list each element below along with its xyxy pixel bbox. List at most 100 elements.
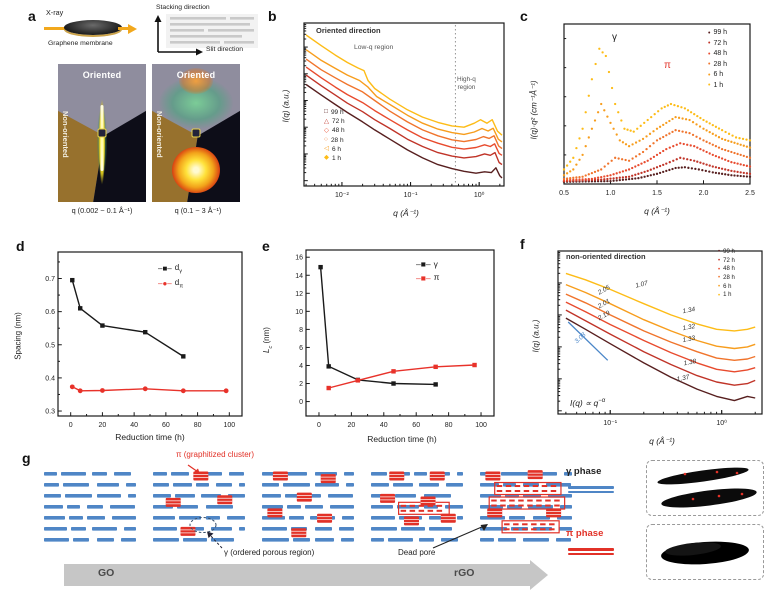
svg-text:1.0: 1.0 — [606, 190, 616, 197]
panel-f-legend: • 99 h • 72 h • 48 h • 28 h • 6 h • 1 h — [718, 248, 735, 300]
svg-text:2.5: 2.5 — [745, 190, 755, 197]
panel-b-ylabel: I(q) (a.u.) — [281, 89, 291, 123]
pi-cluster-icon — [272, 471, 288, 481]
legend-item-6h: • 6 h — [718, 283, 735, 292]
legend-item-99h: □ 99 h — [324, 108, 345, 117]
legend-item-6h: ◁ 6 h — [324, 145, 345, 154]
svg-text:0.4: 0.4 — [45, 375, 55, 382]
go-stack-1 — [44, 472, 136, 542]
svg-text:14: 14 — [295, 273, 303, 280]
series-d-gamma — [70, 277, 186, 359]
panel-c-legend: • 99 h • 72 h • 48 h • 28 h • 6 h • 1 h — [708, 28, 727, 91]
panel-c: c I(q)·q² (cm⁻¹Å⁻¹) 0.5 1.0 1.5 2.0 2.5 γ π … — [512, 2, 774, 234]
series-72h — [305, 74, 503, 166]
pi-peak-annotation: π — [664, 60, 671, 71]
legend-marker-dot-icon: • — [718, 284, 721, 291]
legend-label: 99 h — [713, 29, 728, 36]
go-stack-3 — [262, 471, 354, 542]
gamma-region-annotation: γ (ordered porous region) — [224, 548, 315, 557]
panel-e: e Lc (nm) 0 20 40 60 80 100 0 2 4 6 8 10 12 14 16 –■– γ… — [256, 236, 508, 448]
panel-e-label: e — [262, 238, 270, 254]
legend-marker-dot-icon: • — [708, 50, 711, 58]
legend-item-28h: • 28 h — [708, 60, 727, 71]
pi-cluster-icon — [487, 508, 503, 518]
pi-phase-label: π phase — [566, 528, 604, 539]
scattering-streak-core — [100, 105, 104, 172]
legend-label: 6 h — [713, 71, 724, 78]
slope-label-1.07: 1.07 — [635, 280, 649, 290]
pi-cluster-icon — [380, 493, 396, 503]
tick-labels: 0 20 40 60 80 100 0 2 4 6 8 10 12 14 16 — [295, 255, 487, 429]
pi-cluster-icon — [440, 513, 456, 523]
panel-b-xlabel: q (Å⁻¹) — [393, 208, 419, 218]
legend-item-d-pi: –●– dπ — [158, 277, 183, 292]
panel-a-label: a — [28, 8, 36, 24]
graphene-membrane-disc — [64, 20, 122, 35]
svg-text:2.0: 2.0 — [699, 190, 709, 197]
svg-text:2: 2 — [299, 381, 303, 388]
go-to-rgo-arrow — [64, 564, 530, 586]
legend-marker-filled-square-icon: –■– — [416, 259, 431, 270]
slope-label-1.37: 1.37 — [676, 374, 690, 384]
legend-marker-triangle-icon: △ — [324, 117, 329, 125]
series-6h — [305, 49, 503, 143]
xray-beam-arrowhead — [128, 23, 137, 34]
axis-ticks — [558, 250, 756, 414]
oriented-label: Oriented — [176, 70, 216, 80]
svg-text:6: 6 — [299, 345, 303, 352]
series-48h — [565, 301, 756, 373]
pi-cluster-icon — [320, 474, 336, 484]
legend-item-1h: ◆ 1 h — [324, 154, 345, 163]
legend-item-pi: –■– π — [416, 271, 439, 284]
low-q-annotation: Low-q region — [354, 44, 394, 51]
svg-text:0: 0 — [299, 399, 303, 406]
power-law-formula: I(q) ∝ q−α — [570, 398, 606, 408]
high-q-annotation-line2: region — [457, 84, 476, 92]
svg-text:0: 0 — [69, 422, 73, 429]
legend-item-d-gamma: –■– dγ — [158, 262, 183, 277]
panel-d-chart: 0 20 40 60 80 100 0.3 0.4 0.5 0.6 0.7 — [45, 251, 243, 429]
legend-label: 99 h — [330, 109, 344, 116]
legend-marker-dot-icon: • — [718, 258, 721, 265]
slope-label-1.32: 1.32 — [682, 323, 696, 332]
gamma-phase-structure-box — [646, 460, 764, 516]
pi-cluster-icon — [317, 513, 333, 523]
legend-item-28h: • 28 h — [718, 274, 735, 283]
legend-marker-open-circle-icon: ○ — [324, 136, 328, 144]
series-48h — [305, 66, 503, 156]
dead-pore-annotation: Dead pore — [398, 548, 436, 557]
series-6h — [562, 102, 752, 177]
svg-text:0.3: 0.3 — [45, 409, 55, 416]
svg-text:80: 80 — [194, 422, 202, 429]
pi-cluster-icon — [485, 471, 501, 481]
pi-cluster-icon — [389, 471, 405, 481]
panel-b-label: b — [268, 8, 277, 24]
panel-d-ylabel: Spacing (nm) — [13, 312, 23, 360]
series-72h — [565, 309, 756, 386]
axis-ticks — [306, 256, 482, 416]
q-range-caption-right: q (0.1 ~ 3 Å⁻¹) — [174, 206, 222, 215]
legend-item-72h: • 72 h — [718, 257, 735, 266]
svg-text:60: 60 — [412, 422, 420, 429]
legend-marker-diamond-icon: ◇ — [324, 126, 329, 134]
series-pi — [326, 362, 477, 391]
pi-cluster-icon — [217, 495, 233, 505]
high-q-annotation-line1: High-q — [457, 76, 476, 83]
plot-frame — [557, 250, 763, 415]
legend-item-99h: • 99 h — [708, 28, 727, 39]
gamma-peak-annotation: γ — [612, 32, 617, 43]
ordered-pore-highlight — [189, 517, 217, 533]
series-1h — [305, 34, 503, 136]
svg-text:80: 80 — [445, 422, 453, 429]
svg-text:10: 10 — [295, 309, 303, 316]
svg-text:10⁻¹: 10⁻¹ — [603, 420, 617, 427]
dead-pore-arrow — [432, 525, 485, 549]
xray-label: X-ray — [46, 8, 64, 17]
pi-cluster-icon — [267, 508, 283, 518]
gamma-phase-lines — [568, 484, 614, 495]
legend-label: dγ — [174, 263, 182, 275]
legend-marker-open-square-icon: □ — [324, 108, 328, 116]
panel-f-chart: 10⁻¹ 10⁰1.072.052.012.193.081.341.321.331… — [557, 250, 763, 427]
legend-label: 48 h — [713, 50, 728, 57]
